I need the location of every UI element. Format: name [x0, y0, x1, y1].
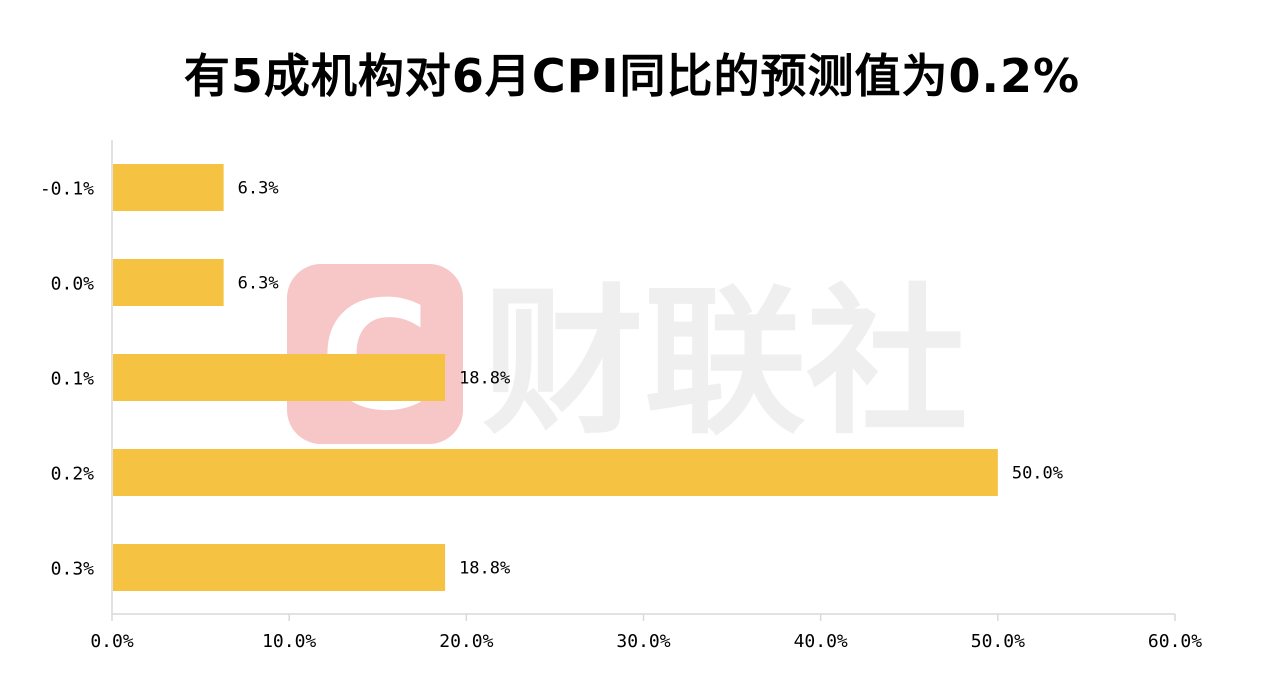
category-label-1: 0.0% — [51, 274, 95, 295]
data-label-2: 18.8% — [459, 369, 510, 389]
x-tick-label-0: 0.0% — [90, 631, 134, 652]
bar-4 — [113, 544, 446, 591]
bar-0 — [113, 164, 224, 211]
bars — [113, 164, 998, 591]
labels: 6.3% -0.1% 6.3% 0.0% 18.8% 0.1% 50.0% 0.2% 18.8%… — [40, 179, 1202, 653]
bar-2 — [113, 354, 446, 401]
category-label-3: 0.2% — [51, 464, 95, 485]
x-tick-label-6: 60.0% — [1148, 631, 1202, 652]
bar-3 — [113, 449, 998, 496]
data-label-1: 6.3% — [238, 274, 279, 294]
watermark-text: 财联社 — [482, 269, 968, 456]
bar-1 — [113, 259, 224, 306]
category-label-2: 0.1% — [51, 369, 95, 390]
data-label-3: 50.0% — [1012, 464, 1063, 484]
category-label-0: -0.1% — [40, 179, 94, 200]
x-tick-label-1: 10.0% — [262, 631, 316, 652]
x-tick-label-2: 20.0% — [439, 631, 493, 652]
data-label-4: 18.8% — [459, 559, 510, 579]
data-label-0: 6.3% — [238, 179, 279, 199]
x-tick-label-4: 40.0% — [794, 631, 848, 652]
axes — [111, 140, 1176, 621]
chart-title: 有5成机构对6月CPI同比的预测值为0.2% — [183, 49, 1081, 103]
category-label-4: 0.3% — [51, 559, 95, 580]
x-tick-label-5: 50.0% — [971, 631, 1025, 652]
x-tick-label-3: 30.0% — [616, 631, 670, 652]
